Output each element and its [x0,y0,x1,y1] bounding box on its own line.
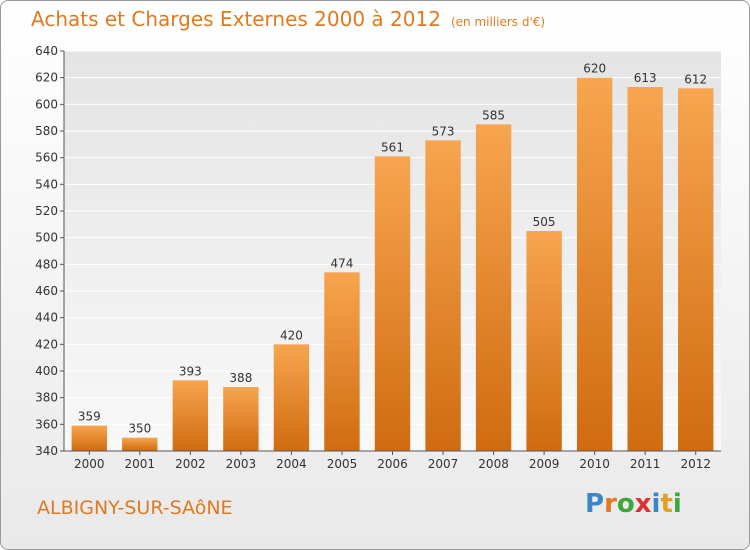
title-text: Achats et Charges Externes 2000 à 2012 [31,7,441,31]
x-tick-label: 2002 [175,457,206,471]
y-tick-label: 420 [35,337,58,351]
data-label: 474 [331,256,354,270]
data-label: 393 [179,364,202,378]
y-tick-label: 360 [35,417,58,431]
data-label: 561 [381,140,404,154]
x-tick-label: 2000 [74,457,105,471]
y-tick-label: 600 [35,97,58,111]
y-tick-label: 500 [35,231,58,245]
logo-letter: P [585,489,605,519]
bar [678,88,714,451]
data-label: 612 [684,72,707,86]
logo-letter: i [672,489,682,519]
logo-letter: x [634,489,652,519]
y-tick-label: 620 [35,71,58,85]
unit-note: (en milliers d'€) [450,15,546,29]
x-tick-label: 2011 [630,457,661,471]
data-label: 573 [432,124,455,138]
logo-letter: t [660,489,673,519]
bar [273,344,310,451]
x-tick-label: 2010 [579,457,610,471]
chart-title: Achats et Charges Externes 2000 à 2012 (e… [31,7,545,31]
y-tick-label: 540 [35,177,58,191]
logo-letter: o [616,489,635,519]
bar [576,77,613,452]
data-label: 388 [229,371,252,385]
y-tick-label: 400 [35,364,58,378]
data-label: 620 [583,62,606,76]
bar [223,387,259,451]
logo-letter: i [651,489,661,519]
bar [71,425,107,451]
data-label: 350 [128,422,151,436]
data-label: 505 [533,215,556,229]
y-tick-label: 380 [35,391,58,405]
data-label: 613 [634,71,657,85]
x-tick-label: 2012 [680,457,711,471]
data-label: 359 [78,410,101,424]
y-tick-label: 520 [35,204,58,218]
bar [172,380,209,451]
y-tick-label: 440 [35,311,58,325]
bar [374,156,411,452]
data-label: 585 [482,108,505,122]
y-tick-label: 340 [35,444,58,458]
data-label: 420 [280,328,303,342]
x-tick-label: 2007 [428,457,459,471]
bar [627,87,663,451]
bar [122,437,158,451]
x-tick-label: 2005 [327,457,358,471]
logo-letter: r [604,489,617,519]
y-tick-label: 460 [35,284,58,298]
bar [526,231,562,451]
bar [324,272,360,451]
proxiti-logo[interactable]: Proxiti [585,489,682,519]
bar [425,140,461,452]
y-tick-label: 640 [35,44,58,58]
x-tick-label: 2006 [377,457,408,471]
x-tick-label: 2009 [529,457,560,471]
x-tick-label: 2001 [125,457,156,471]
x-tick-label: 2003 [226,457,257,471]
x-tick-label: 2004 [276,457,307,471]
bar [475,124,512,451]
y-tick-label: 480 [35,257,58,271]
y-tick-label: 560 [35,151,58,165]
x-tick-label: 2008 [478,457,509,471]
location-name: ALBIGNY-SUR-SAôNE [37,497,233,519]
y-tick-label: 580 [35,124,58,138]
